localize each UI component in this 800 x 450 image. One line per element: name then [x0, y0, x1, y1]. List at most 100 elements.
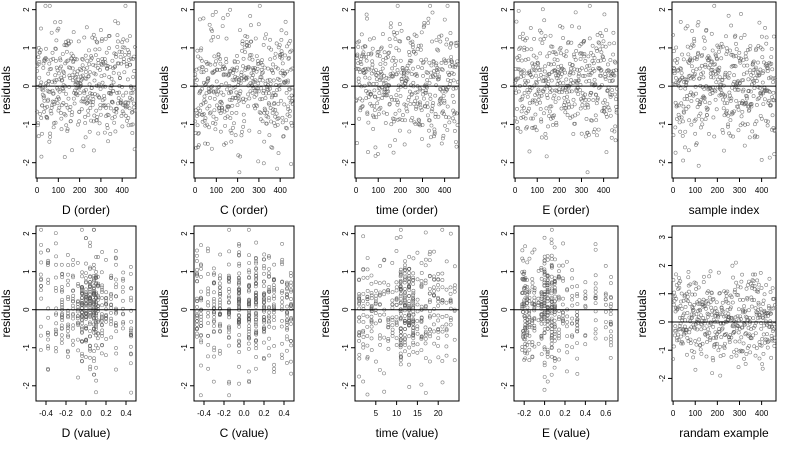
data-point — [419, 271, 424, 275]
data-point — [440, 315, 445, 319]
data-point — [584, 79, 589, 84]
data-point — [549, 342, 554, 346]
data-point — [747, 135, 752, 140]
data-point — [366, 95, 371, 100]
data-point — [108, 132, 113, 136]
data-point — [394, 236, 399, 240]
data-point — [590, 118, 594, 123]
data-point — [110, 58, 115, 63]
data-point — [767, 90, 772, 94]
data-point — [556, 70, 561, 74]
data-point — [279, 324, 284, 329]
data-point — [114, 262, 118, 267]
x-tick-label: -0.2 — [517, 409, 531, 418]
data-point — [61, 70, 66, 75]
data-point — [279, 49, 284, 54]
data-point — [425, 105, 430, 109]
data-point — [529, 47, 534, 52]
data-point — [554, 120, 559, 125]
data-point — [376, 152, 380, 156]
x-tick-label: 300 — [252, 186, 266, 195]
data-point — [586, 97, 591, 102]
data-point — [693, 131, 698, 136]
data-point — [115, 44, 120, 49]
data-point — [266, 346, 271, 350]
data-point — [54, 312, 58, 317]
data-point — [246, 347, 251, 351]
data-point — [254, 102, 258, 107]
data-point — [398, 227, 403, 232]
data-point — [575, 302, 580, 306]
data-point — [71, 288, 76, 293]
data-point — [749, 73, 754, 77]
data-point — [206, 321, 211, 326]
data-point — [450, 116, 455, 121]
data-point — [390, 290, 395, 295]
y-tick-label: -1 — [500, 120, 509, 128]
data-point — [46, 315, 51, 320]
data-point — [283, 53, 287, 58]
data-point — [398, 267, 403, 272]
data-point — [229, 131, 234, 135]
data-point — [61, 88, 66, 93]
data-point — [702, 86, 707, 91]
x-tick-label: -0.2 — [217, 409, 231, 418]
data-point — [64, 49, 69, 54]
data-point — [221, 16, 226, 21]
data-point — [289, 339, 293, 343]
data-point — [675, 57, 680, 61]
data-point — [428, 92, 432, 97]
data-point — [288, 270, 293, 275]
data-point — [700, 52, 705, 57]
data-point — [545, 323, 550, 327]
data-point — [532, 247, 537, 252]
data-point — [544, 106, 549, 111]
data-point — [677, 115, 682, 120]
data-point — [612, 41, 617, 46]
data-point — [407, 129, 412, 134]
data-point — [199, 363, 203, 368]
data-point — [744, 57, 749, 62]
data-point — [587, 78, 592, 83]
data-point — [284, 126, 289, 131]
data-point — [106, 103, 111, 108]
data-point — [561, 296, 565, 301]
data-point — [116, 39, 120, 44]
data-point — [533, 112, 538, 117]
data-point — [109, 322, 113, 327]
data-point — [96, 318, 101, 323]
data-point — [530, 325, 535, 330]
data-point — [104, 50, 109, 55]
data-point — [49, 111, 54, 116]
data-point — [595, 49, 599, 53]
data-point — [685, 78, 690, 82]
data-point — [289, 371, 294, 376]
data-point — [66, 278, 70, 283]
x-tick-label: 400 — [597, 186, 611, 195]
data-point — [407, 89, 412, 94]
data-point — [240, 48, 244, 53]
data-point — [575, 371, 580, 376]
data-point — [598, 31, 603, 35]
data-point — [563, 110, 568, 115]
data-point — [595, 33, 600, 37]
data-point — [267, 45, 271, 50]
data-point — [716, 45, 721, 50]
data-point — [427, 258, 432, 263]
data-point — [436, 48, 441, 53]
data-point — [739, 35, 744, 40]
data-point — [713, 89, 718, 94]
data-point — [734, 47, 739, 52]
data-point — [686, 104, 691, 109]
data-point — [402, 271, 407, 276]
data-point — [770, 67, 775, 72]
data-point — [543, 34, 548, 38]
x-axis-label: E (value) — [542, 426, 590, 440]
data-point — [696, 114, 701, 119]
data-point — [713, 306, 718, 311]
data-point — [724, 46, 729, 51]
data-point — [53, 327, 58, 332]
data-point — [448, 231, 453, 236]
data-point — [565, 113, 570, 117]
data-point — [235, 103, 240, 108]
